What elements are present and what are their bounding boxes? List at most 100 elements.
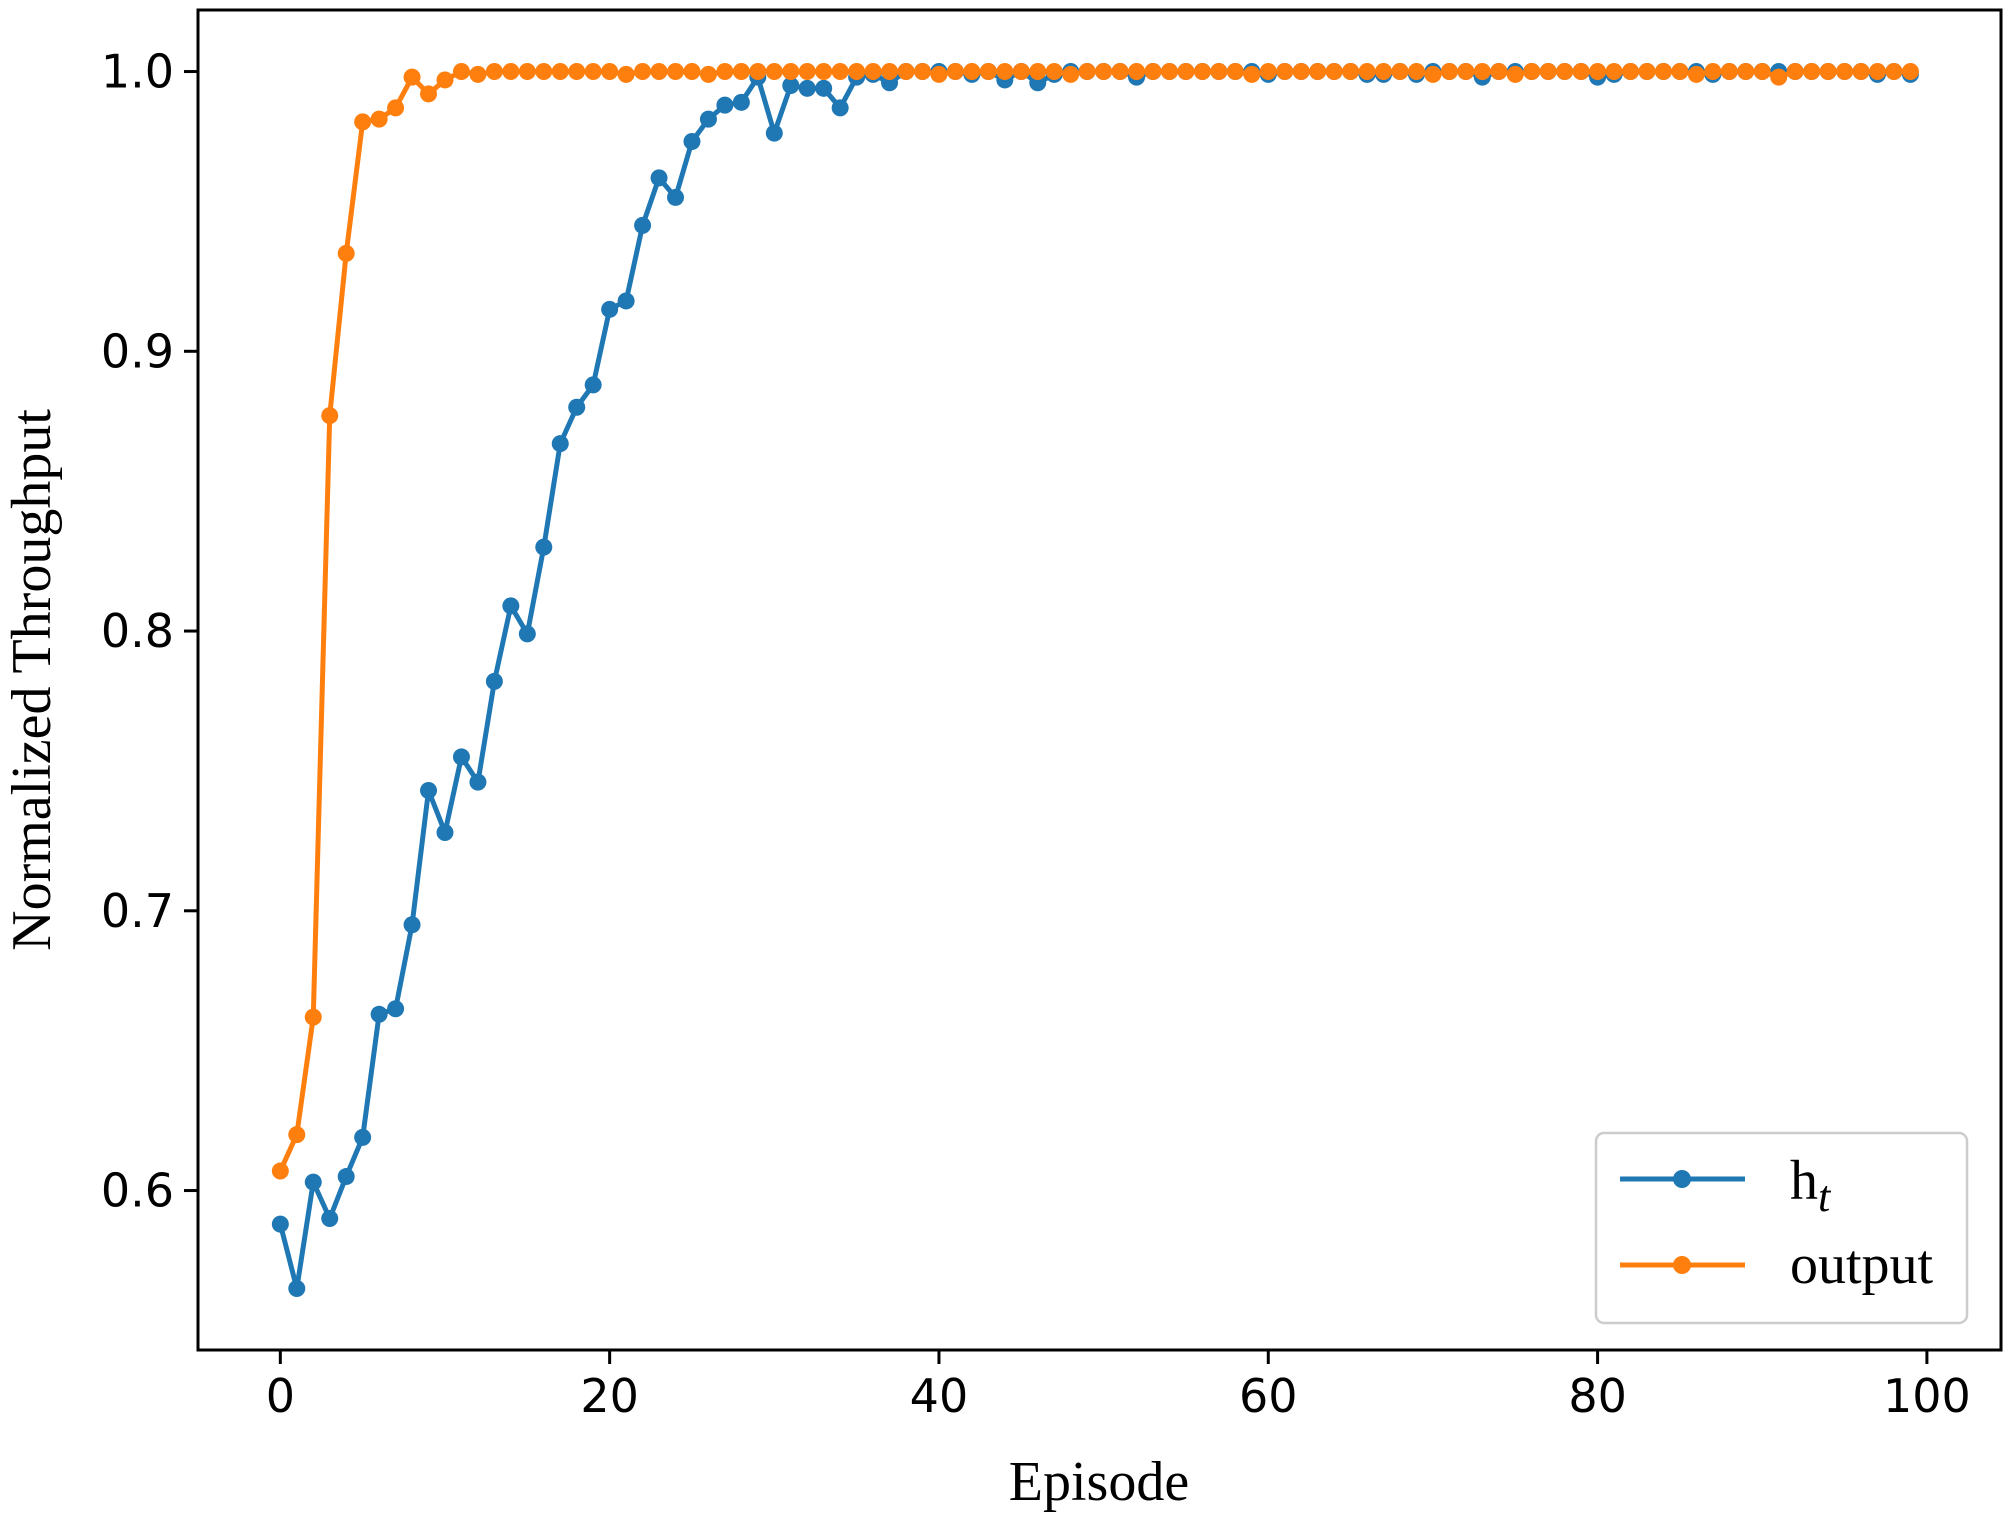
data-point-ht [634, 216, 652, 234]
series-output [271, 63, 1919, 1180]
data-point-output [897, 63, 915, 81]
data-point-ht [354, 1128, 372, 1146]
data-point-output [337, 244, 355, 262]
data-point-output [1770, 68, 1788, 86]
data-point-output [1506, 65, 1524, 83]
x-tick-label: 0 [266, 1369, 295, 1423]
data-point-output [1045, 63, 1063, 81]
y-axis-title: Normalized Throughput [1, 409, 63, 951]
data-point-output [913, 63, 931, 81]
data-point-output [1309, 63, 1327, 81]
data-point-output [683, 63, 701, 81]
data-point-ht [667, 188, 685, 206]
data-point-ht [337, 1168, 355, 1186]
plot-frame [196, 8, 2003, 1352]
data-point-output [1375, 63, 1393, 81]
x-tick-label: 40 [910, 1369, 969, 1423]
data-point-output [1556, 63, 1574, 81]
x-axis-ticks: 0 20 40 60 80 100 [266, 1350, 1971, 1423]
data-point-output [881, 63, 899, 81]
data-point-ht [683, 132, 701, 150]
data-point-output [1523, 63, 1541, 81]
data-point-output [321, 407, 339, 425]
data-point-output [1259, 63, 1277, 81]
data-point-output [1440, 63, 1458, 81]
data-point-output [1358, 63, 1376, 81]
data-point-ht [518, 625, 536, 643]
data-point-output [568, 63, 586, 81]
series-line-ht [277, 69, 1913, 1291]
y-tick-label: 0.6 [101, 1164, 174, 1218]
data-point-output [815, 63, 833, 81]
data-point-output [485, 63, 503, 81]
series-layer [271, 63, 1919, 1297]
y-tick-label: 1.0 [101, 45, 174, 99]
data-point-output [1078, 63, 1096, 81]
y-tick-label: 0.9 [101, 324, 174, 378]
data-point-output [1720, 63, 1738, 81]
data-point-output [370, 110, 388, 128]
data-point-output [1786, 63, 1804, 81]
data-point-output [1424, 65, 1442, 83]
data-point-output [1062, 65, 1080, 83]
data-point-output [831, 63, 849, 81]
data-point-output [716, 63, 734, 81]
data-point-ht [271, 1215, 289, 1233]
data-point-output [502, 63, 520, 81]
data-point-ht [617, 292, 635, 310]
legend-label-ht-sub: t [1818, 1172, 1832, 1221]
y-tick-label: 0.7 [101, 884, 174, 938]
x-tick-label: 80 [1568, 1369, 1627, 1423]
data-point-ht [650, 169, 668, 187]
data-point-output [1704, 63, 1722, 81]
data-point-output [601, 63, 619, 81]
data-point-ht [370, 1005, 388, 1023]
data-point-output [765, 63, 783, 81]
data-point-output [1753, 63, 1771, 81]
data-point-ht [485, 672, 503, 690]
data-point-ht [815, 79, 833, 97]
data-point-ht [568, 398, 586, 416]
data-point-output [1605, 63, 1623, 81]
data-point-ht [798, 79, 816, 97]
legend-entry-ht: ht [1620, 1150, 1832, 1221]
data-point-output [1128, 63, 1146, 81]
data-point-ht [469, 773, 487, 791]
data-point-ht [387, 1000, 405, 1018]
data-point-output [1276, 63, 1294, 81]
data-point-output [1210, 63, 1228, 81]
y-axis-ticks: 0.6 0.7 0.8 0.9 1.0 [101, 45, 198, 1218]
data-point-output [1638, 63, 1656, 81]
data-point-output [1885, 63, 1903, 81]
data-point-output [634, 63, 652, 81]
data-point-output [1226, 63, 1244, 81]
data-point-output [848, 63, 866, 81]
data-point-output [1589, 63, 1607, 81]
data-point-output [1852, 63, 1870, 81]
plot-area [196, 8, 2003, 1352]
data-point-ht [436, 823, 454, 841]
data-point-output [452, 63, 470, 81]
data-point-ht [831, 99, 849, 117]
data-point-ht [502, 597, 520, 615]
data-point-ht [782, 77, 800, 95]
data-point-output [469, 65, 487, 83]
x-tick-label: 100 [1883, 1369, 1971, 1423]
data-point-output [1144, 63, 1162, 81]
data-point-output [1012, 63, 1030, 81]
data-point-output [963, 63, 981, 81]
data-point-output [1869, 63, 1887, 81]
data-point-output [1160, 63, 1178, 81]
data-point-output [403, 68, 421, 86]
data-point-ht [321, 1210, 339, 1228]
data-point-output [798, 63, 816, 81]
data-point-output [584, 63, 602, 81]
data-point-output [1539, 63, 1557, 81]
data-point-output [1095, 63, 1113, 81]
x-tick-label: 20 [580, 1369, 639, 1423]
data-point-output [1803, 63, 1821, 81]
data-point-output [1193, 63, 1211, 81]
data-point-ht [765, 124, 783, 142]
legend-entry-output: output [1620, 1234, 1934, 1296]
data-point-output [1687, 65, 1705, 83]
